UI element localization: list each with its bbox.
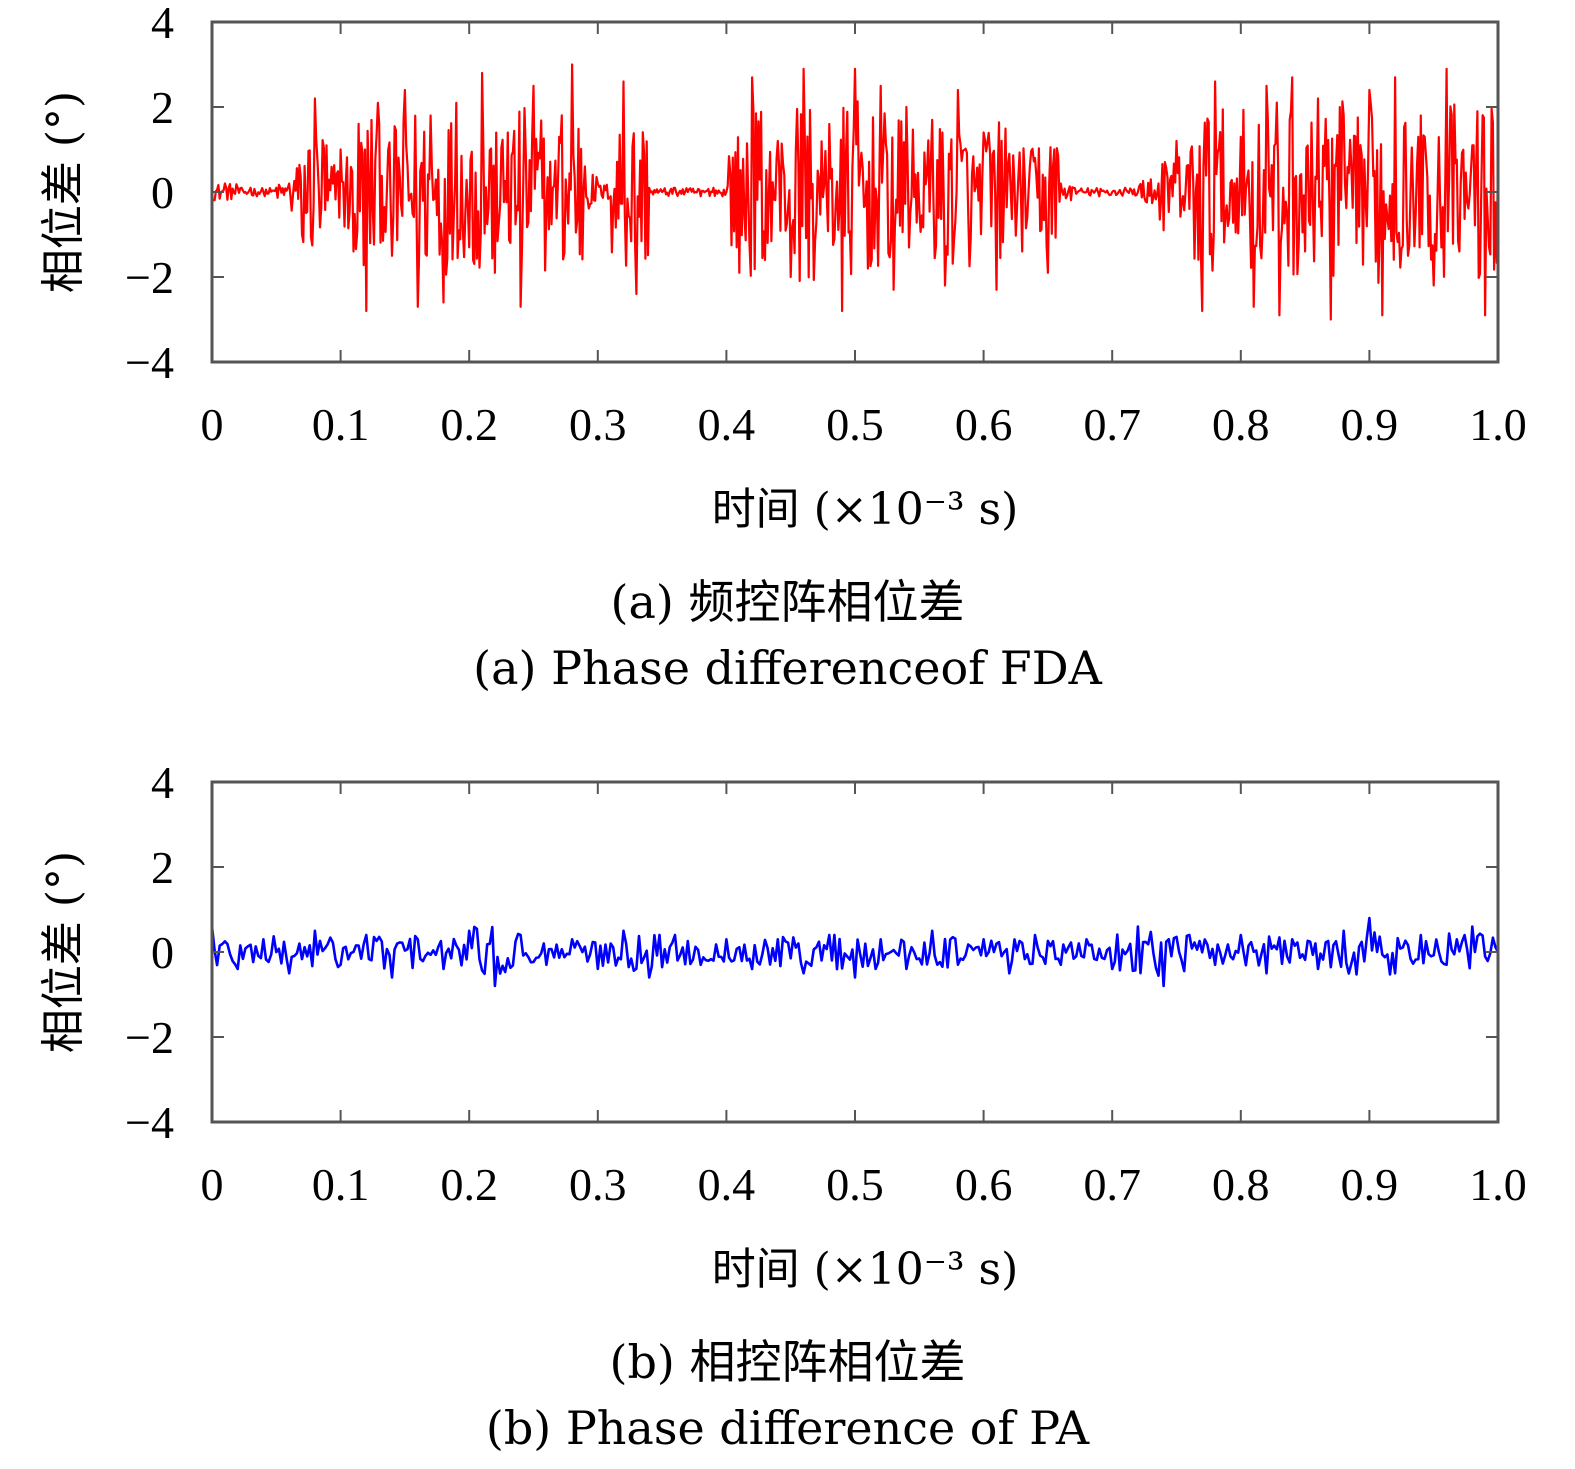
x-tick-label: 0.2 [440,399,498,450]
y-axis-label: 相位差 (°) [38,91,89,293]
y-tick-label: −2 [125,1012,174,1063]
x-tick-label: 0.8 [1212,1159,1270,1210]
chart-a-svg: 0 0.1 0.2 0.3 0.4 0.5 0.6 0.7 0.8 0.9 1.0 4 2 0 −2 −4 时间… [38,0,1527,535]
x-tick-label: 0.9 [1341,1159,1399,1210]
y-tick-label: 4 [151,0,174,48]
y-tick-label: −4 [125,1097,174,1148]
y-tick-label: 2 [151,842,174,893]
caption-a-en: (a) Phase differenceof FDA [473,641,1102,695]
x-tick-label: 0.6 [955,1159,1013,1210]
caption-a-cn: (a) 频控阵相位差 [610,575,965,629]
panel-b: 0 0.1 0.2 0.3 0.4 0.5 0.6 0.7 0.8 0.9 1.0 4 2 0 −2 −4 时间… [0,760,1575,1469]
x-tick-label: 0.4 [698,399,756,450]
caption-b-cn: (b) 相控阵相位差 [609,1335,966,1389]
series-line [211,63,1500,321]
x-tick-label: 0.3 [569,399,627,450]
y-tick-label: −4 [125,337,174,388]
y-tick-label: 0 [151,167,174,218]
chart-b-svg: 0 0.1 0.2 0.3 0.4 0.5 0.6 0.7 0.8 0.9 1.0 4 2 0 −2 −4 时间… [38,760,1527,1295]
x-tick-label: 0.1 [312,1159,370,1210]
x-tick-label: 0 [201,1159,224,1210]
y-tick-label: −2 [125,252,174,303]
x-axis-label: 时间 (×10⁻³ s) [712,484,1019,535]
caption-b-en: (b) Phase difference of PA [485,1401,1090,1455]
y-tick-label: 0 [151,927,174,978]
x-tick-label: 0.3 [569,1159,627,1210]
x-tick-label: 0.6 [955,399,1013,450]
x-tick-label: 0.9 [1341,399,1399,450]
x-tick-label: 0.4 [698,1159,756,1210]
x-tick-label: 0.1 [312,399,370,450]
series-line [210,916,1500,988]
y-axis-label: 相位差 (°) [38,851,89,1053]
x-tick-label: 0.5 [826,1159,884,1210]
x-tick-label: 1.0 [1469,1159,1527,1210]
x-tick-label: 0 [201,399,224,450]
x-axis-label: 时间 (×10⁻³ s) [712,1244,1019,1295]
x-tick-label: 0.7 [1083,399,1141,450]
x-tick-label: 0.8 [1212,399,1270,450]
x-tick-label: 0.2 [440,1159,498,1210]
x-tick-label: 0.5 [826,399,884,450]
x-tick-label: 0.7 [1083,1159,1141,1210]
y-tick-label: 4 [151,760,174,808]
panel-a: 0 0.1 0.2 0.3 0.4 0.5 0.6 0.7 0.8 0.9 1.0 4 2 0 −2 −4 时间… [38,0,1527,695]
x-tick-label: 1.0 [1469,399,1527,450]
y-tick-label: 2 [151,82,174,133]
